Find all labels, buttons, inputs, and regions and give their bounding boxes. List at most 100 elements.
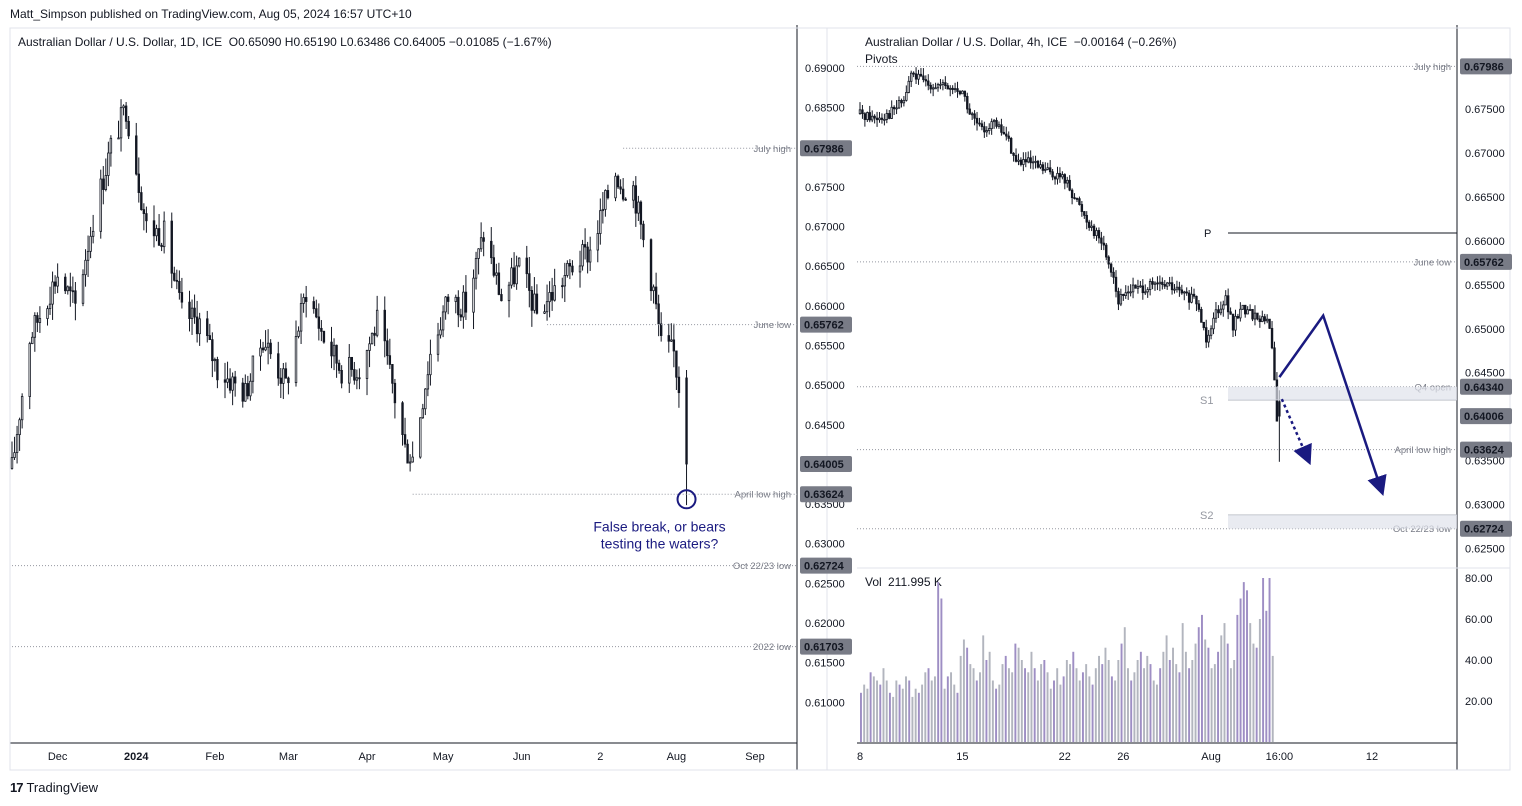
left-candle-body <box>124 105 128 122</box>
right-candle-body <box>1244 304 1247 315</box>
right-candle-body <box>1007 135 1010 139</box>
right-candle-body <box>861 109 864 115</box>
right-candle-body <box>890 106 893 119</box>
volume-bar <box>930 680 933 742</box>
left-candle-body <box>317 316 321 329</box>
volume-bar <box>1178 672 1181 742</box>
right-candle-body <box>1278 401 1281 417</box>
left-candle-body <box>566 263 569 276</box>
right-candle-body <box>1200 309 1203 323</box>
right-level-label: April low high <box>1395 445 1452 456</box>
left-candle-body <box>330 341 333 357</box>
left-candle-body <box>64 276 67 292</box>
left-candle-body <box>497 272 501 295</box>
right-candle-body <box>1178 286 1181 291</box>
right-candle-body <box>1241 304 1244 310</box>
right-x-tick: 15 <box>956 751 968 763</box>
right-candle-body <box>1066 179 1069 184</box>
volume-bar <box>1030 651 1033 742</box>
left-candle-body <box>302 297 305 304</box>
left-candle-body <box>403 434 407 445</box>
volume-bar <box>927 668 930 742</box>
right-x-tick: 22 <box>1059 751 1071 763</box>
right-x-tick: 16:00 <box>1266 751 1294 763</box>
volume-bar <box>860 692 862 742</box>
left-chart-title: Australian Dollar / U.S. Dollar, 1D, ICE… <box>18 35 552 49</box>
right-y-tick: 0.65000 <box>1465 324 1505 336</box>
left-candle-body <box>632 185 635 201</box>
volume-bar <box>1194 643 1197 742</box>
left-y-tick: 0.62500 <box>805 578 845 590</box>
left-candle-body <box>462 291 465 318</box>
right-candle-body <box>1173 288 1176 291</box>
right-level-badge-bg <box>1460 253 1512 270</box>
right-candle-body <box>1224 295 1227 306</box>
left-candle-body <box>322 330 326 343</box>
left-candle-body <box>335 344 338 364</box>
volume-bar <box>879 684 882 742</box>
right-change-label: −0.00164 (−0.26%) <box>1073 35 1177 49</box>
volume-bar <box>1184 651 1187 742</box>
left-candle-body <box>439 329 442 336</box>
right-candle-body <box>883 118 886 121</box>
left-candle-body <box>233 376 237 384</box>
volume-bar <box>1049 688 1052 742</box>
left-candle-body <box>621 188 625 200</box>
volume-bar <box>1213 664 1216 742</box>
left-candle-body <box>231 376 234 391</box>
left-candle-body <box>20 396 24 421</box>
left-level-label: 2022 low <box>753 642 791 653</box>
left-candle-body <box>117 137 120 140</box>
left-candle-body <box>624 198 627 201</box>
left-candle-body <box>464 291 468 313</box>
left-candle-body <box>175 279 179 282</box>
left-candle-body <box>355 377 359 381</box>
right-candle-body <box>1273 347 1276 381</box>
left-candle-body <box>670 339 673 342</box>
left-candle-body <box>109 137 113 154</box>
pivot-label-p: P <box>1204 228 1211 240</box>
right-candle-body <box>1000 124 1003 133</box>
volume-bar <box>905 676 907 742</box>
left-candle-body <box>170 220 173 274</box>
right-x-tick: Aug <box>1201 751 1221 763</box>
right-candle-body <box>1031 161 1035 164</box>
right-candle-body <box>1119 293 1123 305</box>
left-last-price-badge: 0.64005 <box>804 459 844 471</box>
left-candle-body <box>190 307 194 319</box>
right-candle-body <box>1226 295 1230 313</box>
right-candle-body <box>1063 174 1067 184</box>
left-candle-body <box>599 210 602 234</box>
right-candle-body <box>1183 291 1186 294</box>
left-x-tick: Feb <box>205 751 224 763</box>
right-candle-body <box>1161 281 1164 285</box>
left-candle-body <box>142 209 146 215</box>
tradingview-footer[interactable]: 17 TradingView <box>10 780 98 795</box>
right-candle-body <box>1248 308 1252 311</box>
volume-bar <box>1165 635 1168 742</box>
volume-bar <box>1001 664 1004 742</box>
left-candle-body <box>441 311 445 331</box>
left-candle-body <box>277 353 280 379</box>
left-candle-body <box>393 382 397 404</box>
volume-bar <box>1120 643 1123 742</box>
volume-bar <box>1172 647 1174 742</box>
right-y-tick: 0.62500 <box>1465 543 1505 555</box>
right-candle-body <box>1234 315 1237 331</box>
left-candle-body <box>315 308 318 318</box>
right-level-badge: 0.67986 <box>1464 61 1504 73</box>
right-candle-body <box>983 126 986 133</box>
right-last-price-badge-bg <box>1460 408 1512 425</box>
right-candle-body <box>873 115 876 119</box>
left-candle-body <box>586 246 589 263</box>
right-candle-body <box>1129 291 1132 294</box>
left-y-tick: 0.61000 <box>805 697 845 709</box>
volume-bar <box>885 680 888 742</box>
right-candle-body <box>863 113 867 120</box>
left-candle-body <box>46 308 49 319</box>
volume-bar <box>988 651 991 742</box>
volume-bar <box>940 598 943 742</box>
volume-y-tick: 80.00 <box>1465 573 1493 585</box>
right-candle-body <box>1083 211 1086 216</box>
